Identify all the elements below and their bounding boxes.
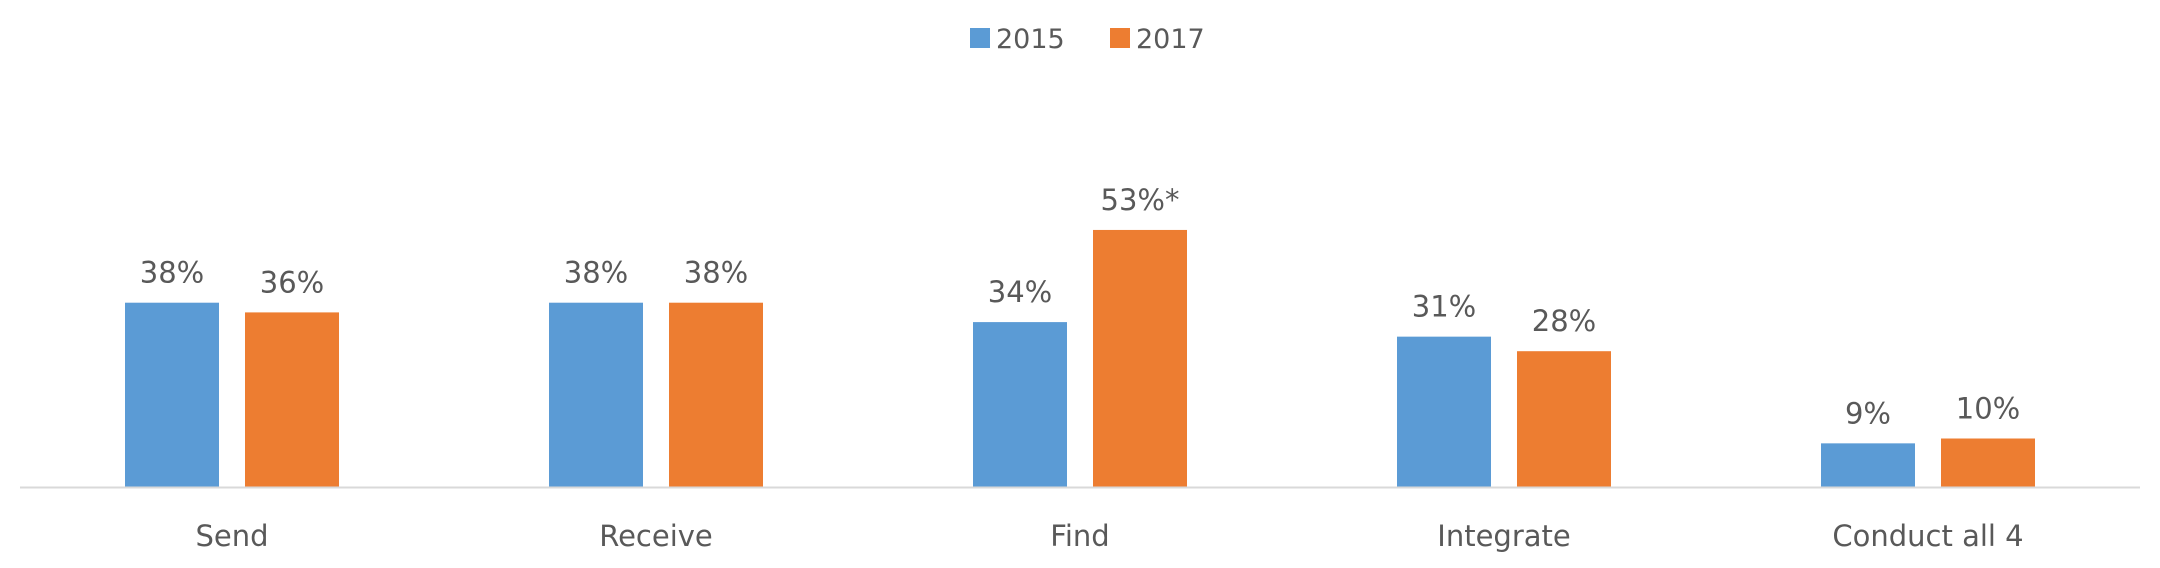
- bar-2017-conduct-all-4: [1941, 438, 2035, 487]
- category-labels-group: Send Receive Find Integrate Conduct all 4: [195, 519, 2023, 553]
- data-label-2015-receive: 38%: [564, 256, 628, 290]
- data-label-2017-integrate: 28%: [1532, 304, 1596, 338]
- legend-swatch-2017: [1110, 28, 1130, 48]
- category-label-find: Find: [1050, 519, 1109, 553]
- data-label-2017-send: 36%: [260, 265, 324, 299]
- bar-2015-conduct-all-4: [1821, 443, 1915, 487]
- bar-2015-integrate: [1397, 336, 1491, 487]
- data-label-2017-receive: 38%: [684, 256, 748, 290]
- bar-2017-receive: [669, 302, 763, 487]
- data-label-2017-find: 53%*: [1101, 183, 1180, 217]
- legend: 2015 2017: [970, 24, 1205, 55]
- bar-2017-integrate: [1517, 351, 1611, 487]
- data-label-2015-integrate: 31%: [1412, 290, 1476, 324]
- bar-2017-find: [1093, 229, 1187, 487]
- category-label-receive: Receive: [599, 519, 713, 553]
- bar-2015-find: [973, 322, 1067, 487]
- bar-2015-send: [125, 302, 219, 487]
- category-label-send: Send: [195, 519, 268, 553]
- data-label-2017-conduct-all-4: 10%: [1956, 392, 2020, 426]
- legend-label-2017: 2017: [1136, 24, 1205, 55]
- data-label-2015-conduct-all-4: 9%: [1845, 396, 1891, 430]
- category-label-conduct-all-4: Conduct all 4: [1832, 519, 2023, 553]
- data-label-2015-find: 34%: [988, 275, 1052, 309]
- legend-label-2015: 2015: [996, 24, 1065, 55]
- bar-2015-receive: [549, 302, 643, 487]
- data-label-2015-send: 38%: [140, 256, 204, 290]
- bars-group: [125, 229, 2035, 487]
- data-labels-group: 38% 36% 38% 38% 34% 53%* 31% 28% 9% 10%: [140, 183, 2020, 430]
- legend-swatch-2015: [970, 28, 990, 48]
- bar-2017-send: [245, 312, 339, 487]
- category-label-integrate: Integrate: [1437, 519, 1570, 553]
